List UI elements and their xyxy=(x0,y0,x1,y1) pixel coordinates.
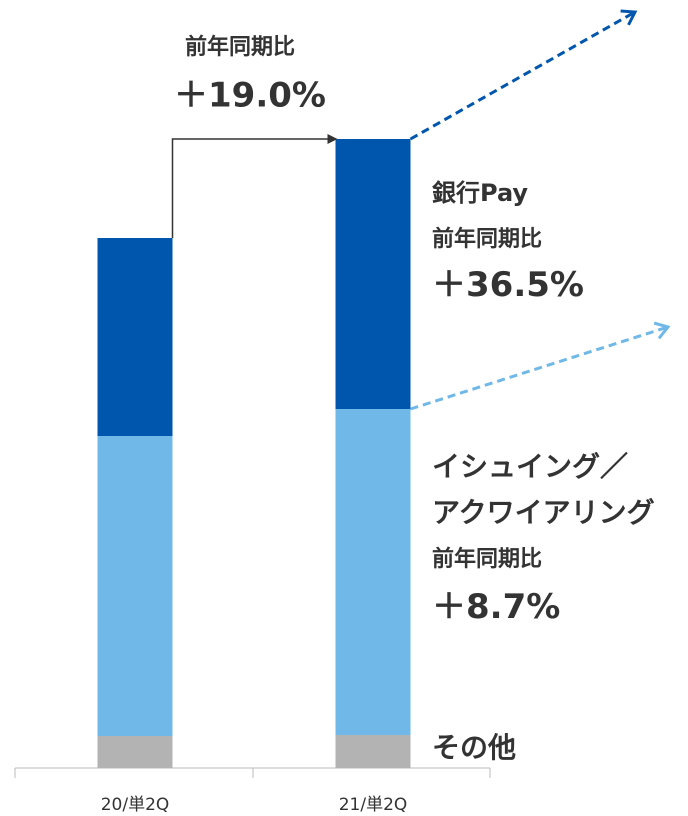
series-change: ＋8.7% xyxy=(432,587,561,627)
series-name: イシュイング／ アクワイアリング xyxy=(432,450,655,529)
bar-segment xyxy=(97,736,173,768)
series-label: 前年同期比 xyxy=(432,227,543,252)
total-change: ＋19.0% xyxy=(174,76,326,116)
bar-segment xyxy=(97,238,173,436)
growth-connector xyxy=(171,134,338,238)
series-change: ＋36.5% xyxy=(432,265,584,305)
series-label: 前年同期比 xyxy=(432,547,543,572)
series-name: 銀行Pay xyxy=(432,179,529,207)
trend-arrow xyxy=(410,321,671,411)
bar-segment xyxy=(335,409,411,735)
x-tick-label: 21/単2Q xyxy=(339,795,408,815)
bar-segment xyxy=(97,436,173,736)
bar-segment xyxy=(335,139,411,409)
bar-segment xyxy=(335,735,411,768)
x-tick-label: 20/単2Q xyxy=(101,795,170,815)
total-label: 前年同期比 xyxy=(185,34,295,60)
trend-arrow xyxy=(409,9,638,141)
series-name: その他 xyxy=(432,731,517,764)
